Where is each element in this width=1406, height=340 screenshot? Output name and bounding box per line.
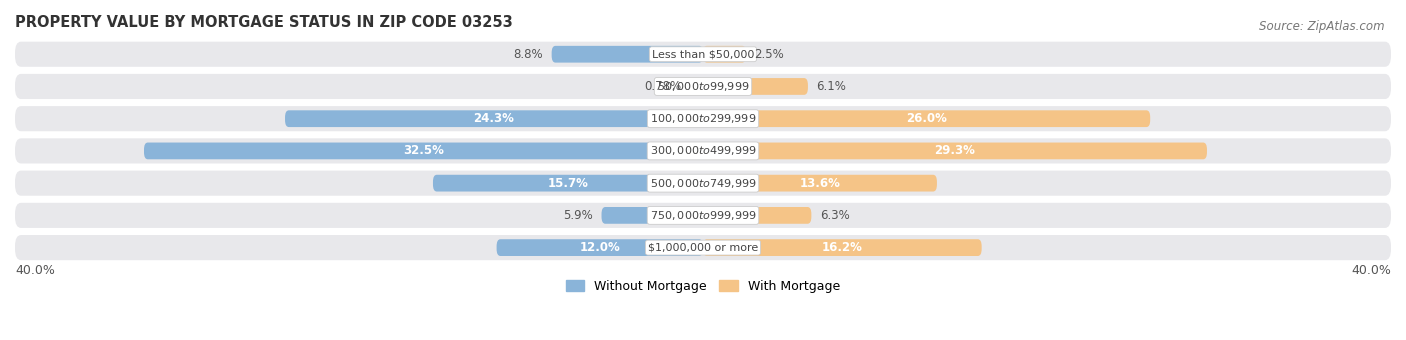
FancyBboxPatch shape bbox=[15, 203, 1391, 228]
Text: $100,000 to $299,999: $100,000 to $299,999 bbox=[650, 112, 756, 125]
Text: 29.3%: 29.3% bbox=[935, 144, 976, 157]
FancyBboxPatch shape bbox=[15, 171, 1391, 196]
Text: $750,000 to $999,999: $750,000 to $999,999 bbox=[650, 209, 756, 222]
FancyBboxPatch shape bbox=[433, 175, 703, 191]
FancyBboxPatch shape bbox=[703, 142, 1206, 159]
Text: 16.2%: 16.2% bbox=[823, 241, 863, 254]
Text: 26.0%: 26.0% bbox=[905, 112, 948, 125]
Text: Source: ZipAtlas.com: Source: ZipAtlas.com bbox=[1260, 20, 1385, 33]
FancyBboxPatch shape bbox=[551, 46, 703, 63]
Text: 6.3%: 6.3% bbox=[820, 209, 849, 222]
Text: $300,000 to $499,999: $300,000 to $499,999 bbox=[650, 144, 756, 157]
Text: 8.8%: 8.8% bbox=[513, 48, 543, 61]
FancyBboxPatch shape bbox=[496, 239, 703, 256]
FancyBboxPatch shape bbox=[703, 78, 808, 95]
FancyBboxPatch shape bbox=[15, 42, 1391, 67]
FancyBboxPatch shape bbox=[15, 106, 1391, 131]
FancyBboxPatch shape bbox=[602, 207, 703, 224]
FancyBboxPatch shape bbox=[703, 110, 1150, 127]
FancyBboxPatch shape bbox=[703, 46, 747, 63]
Text: 2.5%: 2.5% bbox=[755, 48, 785, 61]
Text: 5.9%: 5.9% bbox=[564, 209, 593, 222]
Text: 0.78%: 0.78% bbox=[644, 80, 681, 93]
FancyBboxPatch shape bbox=[143, 142, 703, 159]
Text: 13.6%: 13.6% bbox=[800, 177, 841, 190]
Text: PROPERTY VALUE BY MORTGAGE STATUS IN ZIP CODE 03253: PROPERTY VALUE BY MORTGAGE STATUS IN ZIP… bbox=[15, 15, 513, 30]
Text: 40.0%: 40.0% bbox=[1351, 264, 1391, 277]
Text: $1,000,000 or more: $1,000,000 or more bbox=[648, 243, 758, 253]
FancyBboxPatch shape bbox=[689, 78, 703, 95]
Text: 24.3%: 24.3% bbox=[474, 112, 515, 125]
FancyBboxPatch shape bbox=[15, 235, 1391, 260]
FancyBboxPatch shape bbox=[15, 138, 1391, 164]
Legend: Without Mortgage, With Mortgage: Without Mortgage, With Mortgage bbox=[561, 275, 845, 298]
Text: $50,000 to $99,999: $50,000 to $99,999 bbox=[657, 80, 749, 93]
FancyBboxPatch shape bbox=[703, 239, 981, 256]
FancyBboxPatch shape bbox=[703, 207, 811, 224]
FancyBboxPatch shape bbox=[15, 74, 1391, 99]
Text: 32.5%: 32.5% bbox=[404, 144, 444, 157]
Text: 6.1%: 6.1% bbox=[817, 80, 846, 93]
Text: $500,000 to $749,999: $500,000 to $749,999 bbox=[650, 177, 756, 190]
Text: 12.0%: 12.0% bbox=[579, 241, 620, 254]
Text: 40.0%: 40.0% bbox=[15, 264, 55, 277]
FancyBboxPatch shape bbox=[703, 175, 936, 191]
Text: Less than $50,000: Less than $50,000 bbox=[652, 49, 754, 59]
FancyBboxPatch shape bbox=[285, 110, 703, 127]
Text: 15.7%: 15.7% bbox=[547, 177, 589, 190]
